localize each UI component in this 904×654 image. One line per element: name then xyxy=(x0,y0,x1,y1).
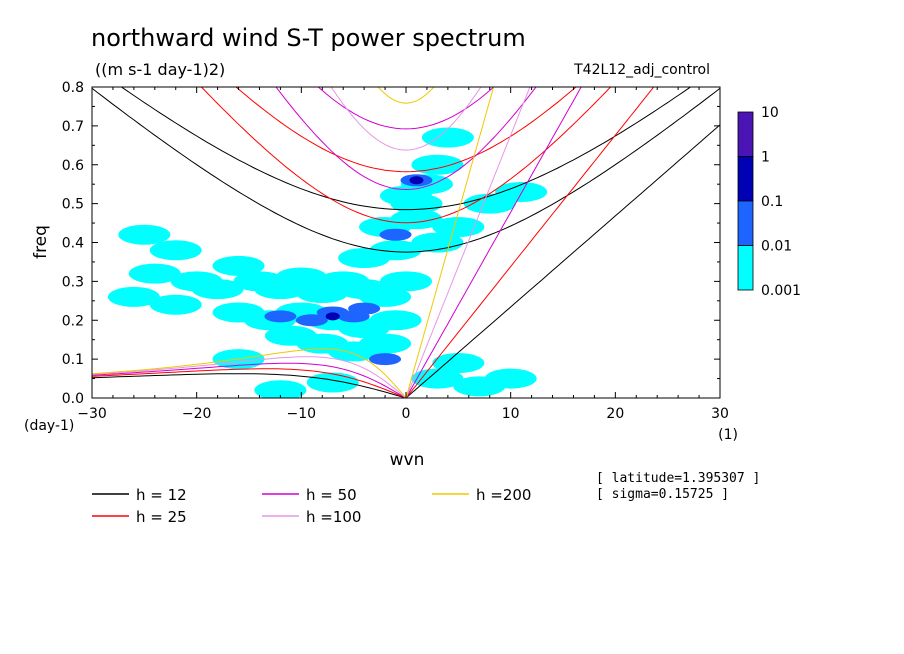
dispersion-curve-ig1 xyxy=(275,87,537,191)
legend: h = 12 h = 25 h = 50 h =100 h =200 xyxy=(92,486,531,526)
dispersion-curve-rossby xyxy=(92,356,407,398)
power-region xyxy=(306,372,359,393)
power-region xyxy=(128,263,181,284)
chart-title: northward wind S-T power spectrum xyxy=(91,24,526,52)
power-region xyxy=(107,286,160,307)
dispersion-curve-ig1 xyxy=(330,87,482,151)
colorbar-swatch xyxy=(737,111,754,157)
power-region xyxy=(369,353,402,366)
power-region xyxy=(411,154,464,175)
x-tick-label: 30 xyxy=(711,406,729,422)
power-region xyxy=(149,294,202,315)
power-region xyxy=(411,368,464,389)
power-region xyxy=(359,333,412,354)
dispersion-curve-rossby xyxy=(92,373,407,398)
x-axis-label: wvn xyxy=(390,450,425,470)
legend-label: h = 25 xyxy=(136,508,187,526)
power-region xyxy=(325,312,340,321)
power-region xyxy=(495,181,548,202)
power-region xyxy=(432,216,485,237)
dispersion-curve-rossby xyxy=(92,348,407,398)
power-region xyxy=(191,279,244,300)
dispersion-curve-ig1 xyxy=(200,87,612,224)
dispersion-curve-kelvin xyxy=(405,87,495,398)
power-region xyxy=(369,240,422,261)
power-region xyxy=(409,176,424,185)
legend-label: h = 50 xyxy=(306,486,357,504)
power-region xyxy=(118,224,171,245)
colorbar-label: 0.1 xyxy=(761,194,783,210)
x-tick-label: 20 xyxy=(606,406,624,422)
power-region xyxy=(295,314,328,327)
power-region xyxy=(254,380,307,398)
x-tick-label: −10 xyxy=(287,406,317,422)
colorbar-label: 1 xyxy=(761,150,770,166)
dispersion-curves xyxy=(92,87,720,398)
legend-label: h =200 xyxy=(476,486,531,504)
dispersion-curve-kelvin xyxy=(405,87,531,398)
power-region xyxy=(275,267,328,288)
y-tick-label: 0.5 xyxy=(62,197,84,213)
y-tick-label: 0.4 xyxy=(62,236,84,252)
power-region xyxy=(421,127,474,148)
power-region xyxy=(359,286,412,307)
power-region xyxy=(484,368,537,389)
y-tick-label: 0.1 xyxy=(62,352,84,368)
y-tick-label: 0.7 xyxy=(62,119,84,135)
power-region xyxy=(149,240,202,261)
power-region xyxy=(390,209,443,230)
dispersion-curve-ig2 xyxy=(235,87,577,173)
x-tick-label: 0 xyxy=(402,406,411,422)
dispersion-curve-kelvin xyxy=(405,87,655,398)
dispersion-curve-kelvin xyxy=(405,87,582,398)
legend-label: h = 12 xyxy=(136,486,187,504)
x-tick-label: −20 xyxy=(182,406,212,422)
x-tick-label: −30 xyxy=(77,406,107,422)
latitude-info: [ latitude=1.395307 ] xyxy=(596,471,760,486)
power-region xyxy=(432,353,485,374)
colorbar-label: 10 xyxy=(761,105,779,121)
y-axis-label: freq xyxy=(31,225,51,259)
power-spectrum-field xyxy=(107,127,548,398)
x-axis-unit: (1) xyxy=(718,427,738,443)
power-region xyxy=(380,271,432,292)
experiment-label: T42L12_adj_control xyxy=(573,62,710,78)
y-tick-label: 0.2 xyxy=(62,313,84,329)
colorbar-swatch xyxy=(737,156,754,202)
power-region xyxy=(379,228,412,241)
colorbar-swatch xyxy=(737,200,754,246)
dispersion-curve-kelvin xyxy=(405,124,720,398)
power-region xyxy=(212,255,265,276)
y-axis-ticks: 0.0 0.1 0.2 0.3 0.4 0.5 0.6 0.7 0.8 xyxy=(62,80,720,407)
y-axis-unit: (day-1) xyxy=(24,418,74,434)
y-tick-label: 0.6 xyxy=(62,158,84,174)
power-region xyxy=(390,193,443,214)
dispersion-curve-rossby xyxy=(92,368,407,398)
colorbar: 10 1 0.1 0.01 0.001 xyxy=(737,105,801,299)
colorbar-label: 0.01 xyxy=(761,239,792,255)
power-region xyxy=(369,310,422,331)
x-tick-label: 10 xyxy=(502,406,520,422)
sigma-info: [ sigma=0.15725 ] xyxy=(596,487,729,502)
dispersion-curve-ig1 xyxy=(377,87,435,104)
dispersion-curve-ig2 xyxy=(317,87,495,130)
y-tick-label: 0.3 xyxy=(62,274,84,290)
colorbar-swatch xyxy=(737,245,754,291)
power-region xyxy=(264,310,297,323)
y-tick-label: 0.0 xyxy=(62,391,84,407)
dispersion-curve-ig1 xyxy=(92,87,720,253)
dispersion-curve-rossby xyxy=(92,362,407,398)
x-axis-ticks: −30 −20 −10 0 10 20 30 xyxy=(77,87,729,422)
power-region xyxy=(348,302,381,315)
y-tick-label: 0.8 xyxy=(62,80,84,96)
legend-label: h =100 xyxy=(306,508,361,526)
chart-subtitle: ((m s-1 day-1)2) xyxy=(95,60,225,79)
colorbar-label: 0.001 xyxy=(761,283,801,299)
